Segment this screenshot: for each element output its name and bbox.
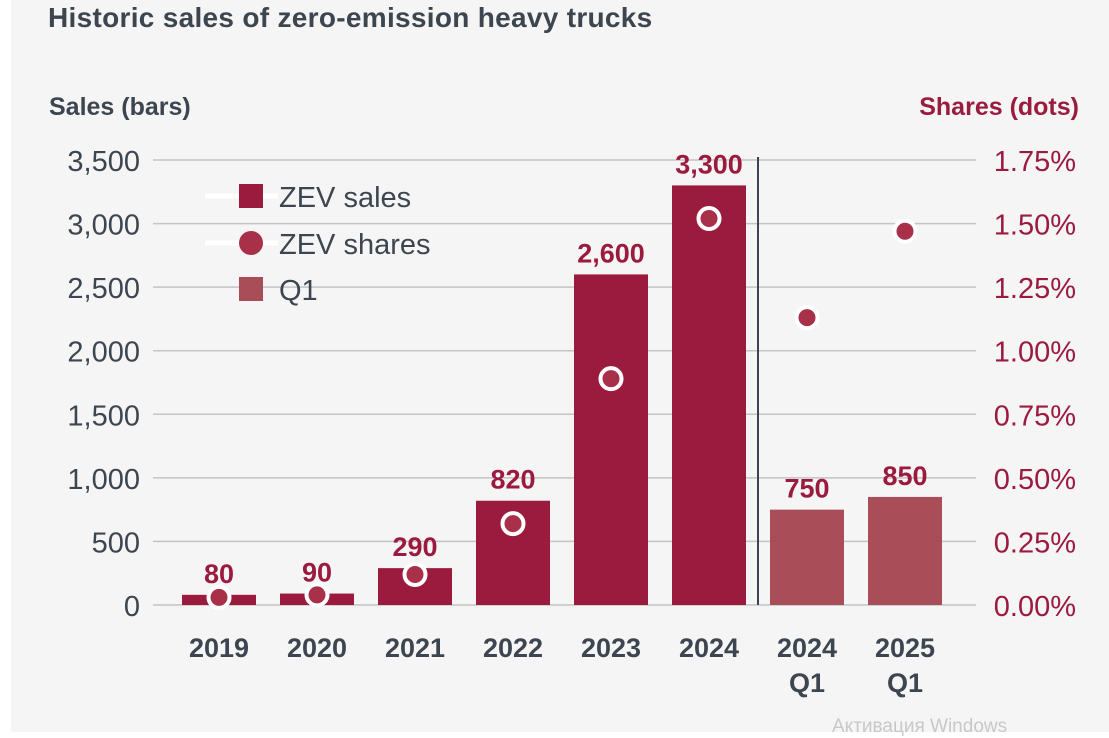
bar-value-label: 820 bbox=[490, 465, 535, 495]
left-axis-title: Sales (bars) bbox=[49, 93, 191, 121]
x-tick-sublabel: Q1 bbox=[789, 668, 825, 698]
right-tick-label: 1.00% bbox=[994, 337, 1076, 369]
x-tick-label: 2021 bbox=[385, 633, 445, 663]
right-tick-label: 0.00% bbox=[994, 591, 1076, 623]
left-tick-label: 3,000 bbox=[67, 210, 140, 242]
legend-square-icon bbox=[239, 184, 263, 208]
right-tick-label: 0.50% bbox=[994, 464, 1076, 496]
chart-title: Historic sales of zero-emission heavy tr… bbox=[48, 2, 653, 33]
share-dot bbox=[304, 582, 330, 608]
left-tick-label: 3,500 bbox=[67, 146, 140, 178]
legend-square-icon bbox=[239, 277, 263, 301]
right-axis-title: Shares (dots) bbox=[919, 93, 1079, 121]
x-tick-label: 2024 bbox=[679, 633, 739, 663]
legend-circle-icon bbox=[239, 231, 263, 255]
share-dot bbox=[598, 366, 624, 392]
bar-value-label: 3,300 bbox=[675, 149, 743, 179]
sales-bar bbox=[672, 185, 746, 605]
left-tick-label: 0 bbox=[124, 591, 140, 623]
bar-value-label: 80 bbox=[204, 559, 234, 589]
legend-label: Q1 bbox=[279, 275, 318, 307]
right-tick-label: 1.75% bbox=[994, 146, 1076, 178]
bar-value-label: 850 bbox=[882, 461, 927, 491]
x-tick-label: 2023 bbox=[581, 633, 641, 663]
left-tick-label: 1,000 bbox=[67, 464, 140, 496]
sales-bar bbox=[574, 274, 648, 605]
share-dot bbox=[206, 584, 232, 610]
right-tick-label: 1.25% bbox=[994, 273, 1076, 305]
x-tick-label: 2024 bbox=[777, 633, 837, 663]
left-tick-label: 2,500 bbox=[67, 273, 140, 305]
q1-sales-bar bbox=[770, 509, 844, 605]
left-tick-label: 1,500 bbox=[67, 400, 140, 432]
share-dot bbox=[696, 205, 722, 231]
right-tick-label: 0.75% bbox=[994, 400, 1076, 432]
chart-panel bbox=[11, 0, 1109, 732]
windows-activation-watermark: Активация Windows bbox=[832, 716, 1008, 737]
x-tick-sublabel: Q1 bbox=[887, 668, 923, 698]
x-tick-label: 2025 bbox=[875, 633, 935, 663]
x-tick-label: 2019 bbox=[189, 633, 249, 663]
share-dot bbox=[402, 561, 428, 587]
share-dot bbox=[500, 511, 526, 537]
q1-sales-bar bbox=[868, 496, 942, 605]
share-dot bbox=[794, 305, 820, 331]
x-tick-label: 2020 bbox=[287, 633, 347, 663]
legend-label: ZEV shares bbox=[279, 229, 431, 261]
right-tick-label: 0.25% bbox=[994, 527, 1076, 559]
left-tick-label: 500 bbox=[92, 527, 140, 559]
x-tick-label: 2022 bbox=[483, 633, 543, 663]
share-dot bbox=[892, 218, 918, 244]
bar-value-label: 750 bbox=[784, 474, 829, 504]
right-tick-label: 1.50% bbox=[994, 210, 1076, 242]
bar-value-label: 2,600 bbox=[577, 238, 645, 268]
left-tick-label: 2,000 bbox=[67, 337, 140, 369]
legend-label: ZEV sales bbox=[279, 182, 411, 214]
bar-value-label: 290 bbox=[392, 532, 437, 562]
